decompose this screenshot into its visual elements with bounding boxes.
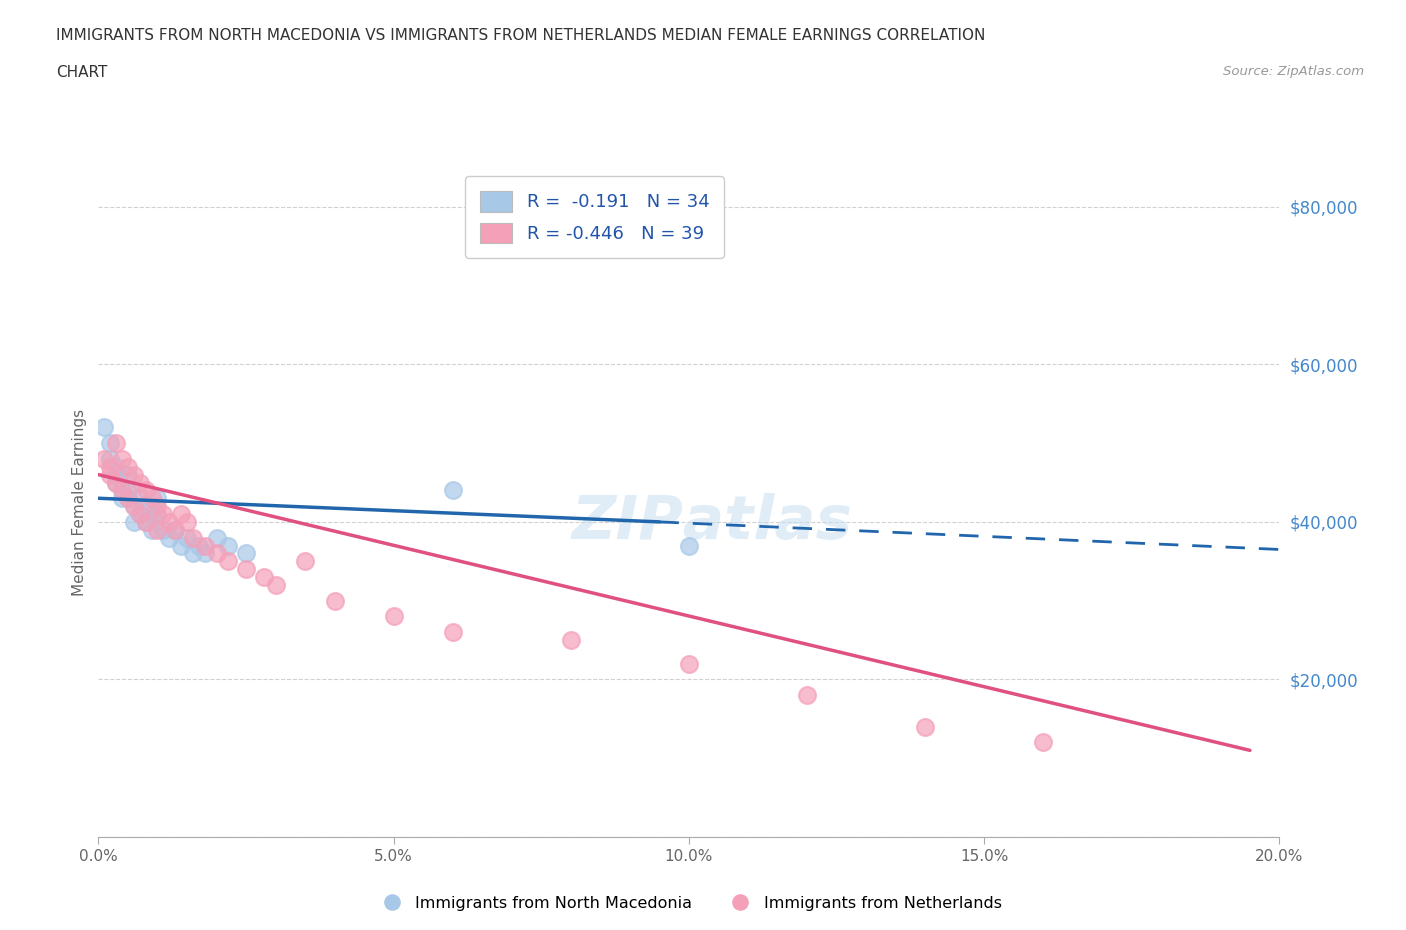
Text: IMMIGRANTS FROM NORTH MACEDONIA VS IMMIGRANTS FROM NETHERLANDS MEDIAN FEMALE EAR: IMMIGRANTS FROM NORTH MACEDONIA VS IMMIG…: [56, 28, 986, 43]
Point: [128, 491, 150, 506]
Point: [157, 530, 180, 545]
Point: [111, 483, 134, 498]
Point: [165, 523, 187, 538]
Point: [323, 593, 346, 608]
Point: [105, 475, 128, 490]
Point: [146, 523, 169, 538]
Point: [135, 514, 157, 529]
Point: [128, 507, 150, 522]
Point: [170, 507, 193, 522]
Point: [93, 451, 115, 466]
Point: [122, 514, 145, 529]
Point: [141, 507, 163, 522]
Point: [146, 498, 169, 513]
Point: [152, 507, 174, 522]
Y-axis label: Median Female Earnings: Median Female Earnings: [72, 408, 87, 596]
Point: [217, 554, 239, 569]
Point: [135, 514, 157, 529]
Point: [217, 538, 239, 553]
Point: [264, 578, 287, 592]
Point: [128, 475, 150, 490]
Point: [122, 467, 145, 482]
Point: [205, 546, 228, 561]
Point: [111, 483, 134, 498]
Point: [146, 507, 169, 522]
Point: [382, 609, 405, 624]
Point: [152, 523, 174, 538]
Point: [141, 523, 163, 538]
Point: [111, 451, 134, 466]
Point: [135, 498, 157, 513]
Point: [105, 459, 128, 474]
Point: [117, 491, 139, 506]
Text: Source: ZipAtlas.com: Source: ZipAtlas.com: [1223, 65, 1364, 78]
Text: ZIP​atlas: ZIP​atlas: [572, 493, 853, 551]
Legend: Immigrants from North Macedonia, Immigrants from Netherlands: Immigrants from North Macedonia, Immigra…: [370, 890, 1008, 917]
Point: [235, 562, 257, 577]
Point: [111, 491, 134, 506]
Point: [441, 625, 464, 640]
Point: [98, 451, 121, 466]
Point: [181, 530, 204, 545]
Point: [678, 657, 700, 671]
Point: [105, 475, 128, 490]
Point: [117, 491, 139, 506]
Legend: R =  -0.191   N = 34, R = -0.446   N = 39: R = -0.191 N = 34, R = -0.446 N = 39: [465, 177, 724, 258]
Point: [117, 459, 139, 474]
Point: [170, 538, 193, 553]
Point: [146, 491, 169, 506]
Point: [98, 467, 121, 482]
Point: [181, 546, 204, 561]
Point: [205, 530, 228, 545]
Point: [98, 435, 121, 450]
Point: [117, 467, 139, 482]
Point: [235, 546, 257, 561]
Point: [678, 538, 700, 553]
Point: [135, 483, 157, 498]
Point: [105, 435, 128, 450]
Point: [194, 546, 217, 561]
Point: [194, 538, 217, 553]
Point: [165, 523, 187, 538]
Point: [176, 514, 198, 529]
Point: [122, 498, 145, 513]
Point: [98, 459, 121, 474]
Point: [560, 632, 582, 647]
Text: CHART: CHART: [56, 65, 108, 80]
Point: [157, 514, 180, 529]
Point: [122, 498, 145, 513]
Point: [128, 507, 150, 522]
Point: [253, 569, 276, 584]
Point: [105, 467, 128, 482]
Point: [141, 491, 163, 506]
Point: [187, 538, 209, 553]
Point: [294, 554, 316, 569]
Point: [93, 420, 115, 435]
Point: [914, 719, 936, 734]
Point: [441, 483, 464, 498]
Point: [176, 530, 198, 545]
Point: [796, 688, 818, 703]
Point: [117, 483, 139, 498]
Point: [1032, 735, 1054, 750]
